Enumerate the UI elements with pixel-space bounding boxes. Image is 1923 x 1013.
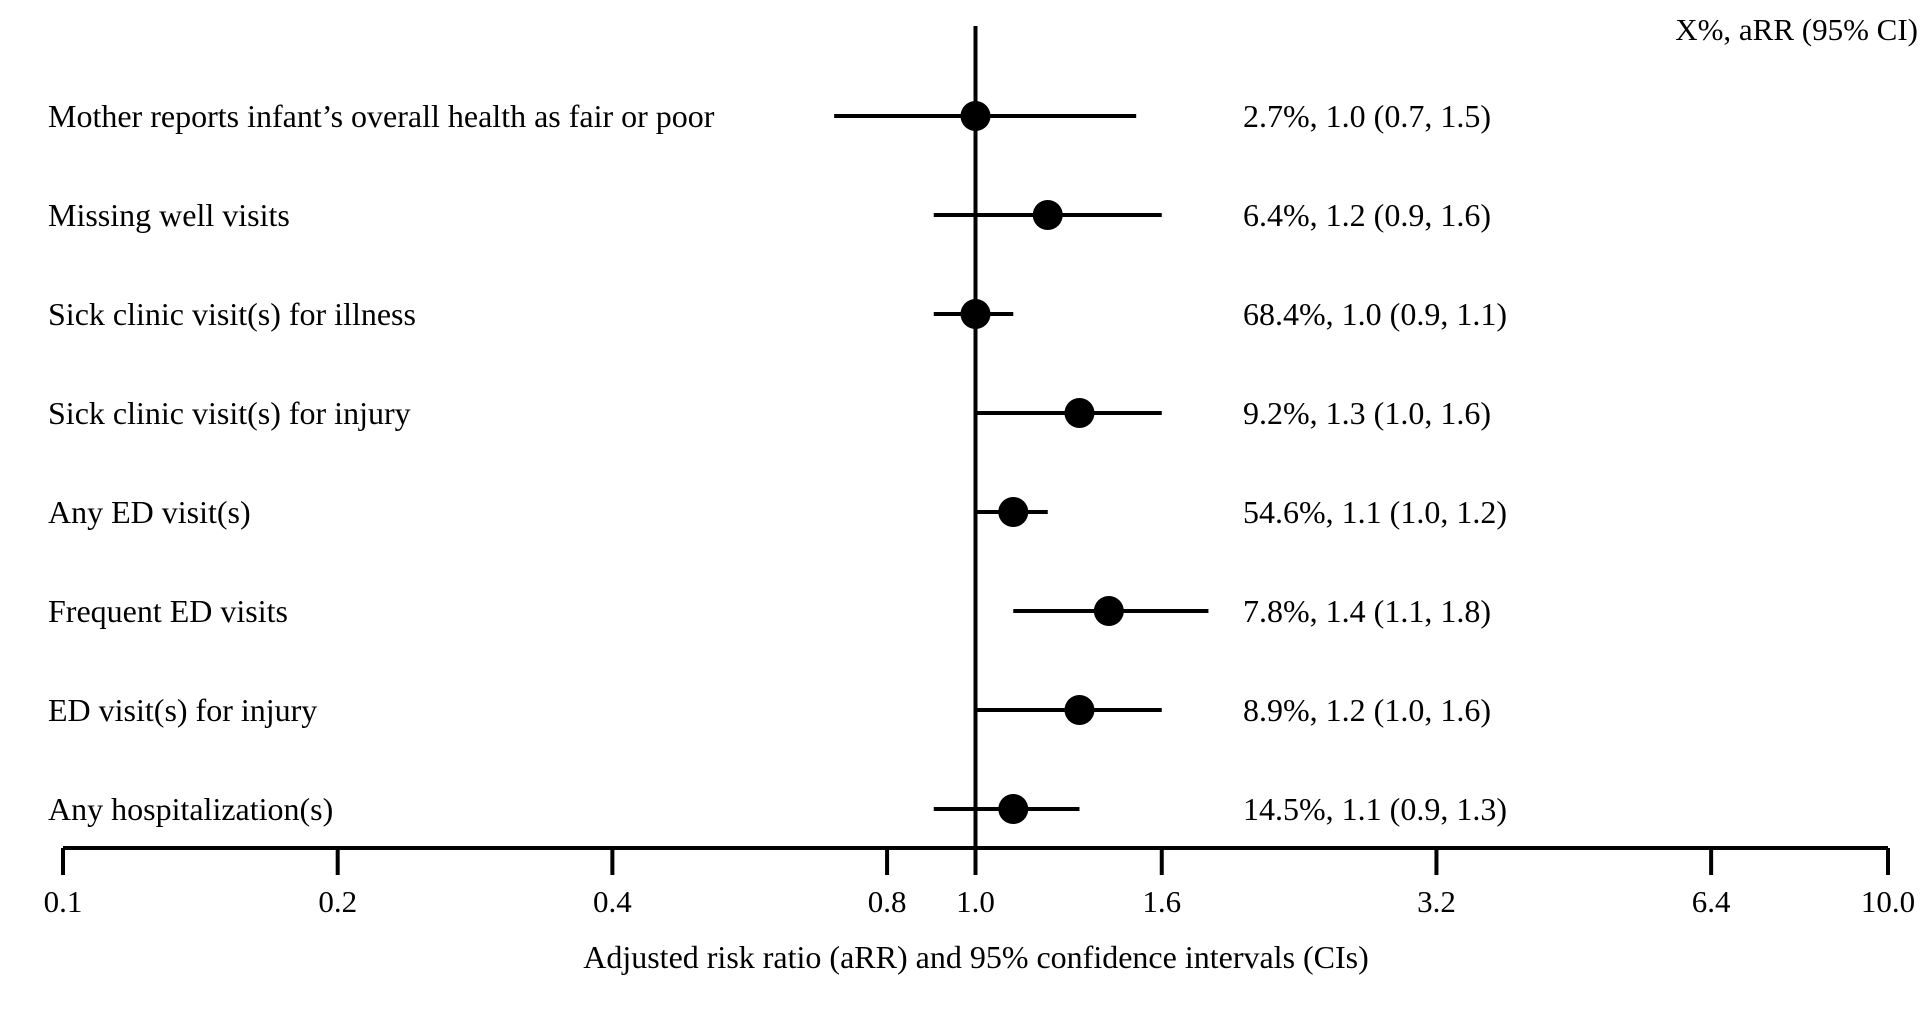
row-label: Sick clinic visit(s) for illness <box>48 296 416 332</box>
row-label: Frequent ED visits <box>48 593 288 629</box>
row-label: Mother reports infant’s overall health a… <box>48 98 715 134</box>
x-axis-title: Adjusted risk ratio (aRR) and 95% confid… <box>583 939 1369 975</box>
point-estimate <box>1093 596 1124 626</box>
estimate-label: 14.5%, 1.1 (0.9, 1.3) <box>1243 791 1507 827</box>
estimate-label: 54.6%, 1.1 (1.0, 1.2) <box>1243 494 1507 530</box>
row-label: ED visit(s) for injury <box>48 692 317 728</box>
estimate-label: 6.4%, 1.2 (0.9, 1.6) <box>1243 197 1491 233</box>
x-tick-label: 0.1 <box>44 884 83 919</box>
forest-row: Any ED visit(s) 54.6%, 1.1 (1.0, 1.2) <box>48 494 1507 530</box>
point-estimate <box>998 497 1029 527</box>
point-estimate <box>1064 695 1095 725</box>
forest-row: Any hospitalization(s) 14.5%, 1.1 (0.9, 1… <box>48 791 1507 827</box>
x-tick-label: 3.2 <box>1417 884 1456 919</box>
estimate-label: 68.4%, 1.0 (0.9, 1.1) <box>1243 296 1507 332</box>
rows-layer: Mother reports infant’s overall health a… <box>48 98 1507 827</box>
forest-row: ED visit(s) for injury 8.9%, 1.2 (1.0, 1.… <box>48 692 1491 728</box>
point-estimate <box>1032 200 1063 230</box>
estimate-label: 7.8%, 1.4 (1.1, 1.8) <box>1243 593 1491 629</box>
forest-row: Missing well visits 6.4%, 1.2 (0.9, 1.6) <box>48 197 1491 233</box>
row-label: Any ED visit(s) <box>48 494 251 530</box>
x-tick-label: 1.0 <box>956 884 995 919</box>
point-estimate <box>1064 398 1095 428</box>
estimate-label: 8.9%, 1.2 (1.0, 1.6) <box>1243 692 1491 728</box>
x-tick-label: 0.2 <box>318 884 357 919</box>
forest-row: Mother reports infant’s overall health a… <box>48 98 1491 134</box>
x-tick-label: 6.4 <box>1692 884 1731 919</box>
x-tick-label: 10.0 <box>1861 884 1915 919</box>
estimate-column-header: X%, aRR (95% CI) <box>1675 12 1918 47</box>
point-estimate <box>998 794 1029 824</box>
forest-row: Sick clinic visit(s) for illness 68.4%, 1… <box>48 296 1507 332</box>
forest-row: Sick clinic visit(s) for injury 9.2%, 1.3… <box>48 395 1491 431</box>
row-label: Sick clinic visit(s) for injury <box>48 395 411 431</box>
estimate-label: 9.2%, 1.3 (1.0, 1.6) <box>1243 395 1491 431</box>
row-label: Any hospitalization(s) <box>48 791 333 827</box>
x-tick-label: 1.6 <box>1142 884 1181 919</box>
x-tick-label: 0.4 <box>593 884 632 919</box>
x-tick-label: 0.8 <box>868 884 907 919</box>
forest-row: Frequent ED visits 7.8%, 1.4 (1.1, 1.8) <box>48 593 1491 629</box>
estimate-label: 2.7%, 1.0 (0.7, 1.5) <box>1243 98 1491 134</box>
row-label: Missing well visits <box>48 197 290 233</box>
x-axis-ticks: 0.1 0.2 0.4 0.8 1.0 1.6 3.2 6.4 10.0 <box>44 848 1915 919</box>
